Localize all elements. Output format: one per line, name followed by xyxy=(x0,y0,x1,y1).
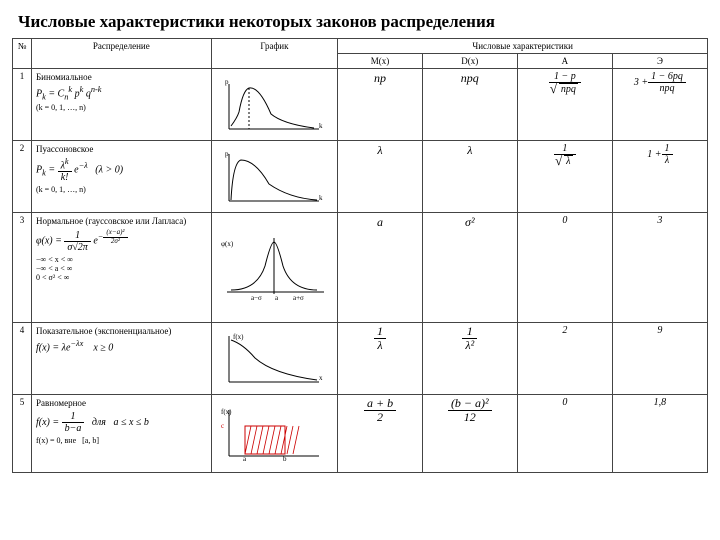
e-cell: 1,8 xyxy=(612,395,707,473)
graph-cell: kp xyxy=(211,69,338,141)
dx-cell: λ xyxy=(422,141,517,213)
col-chars: Числовые характеристики xyxy=(338,39,708,54)
e-cell: 3 + 1 − 6pqnpq xyxy=(612,69,707,141)
table-row: 1 Биномиальное Pk = Cnk pk qn-k (k = 0, … xyxy=(13,69,708,141)
svg-text:c: c xyxy=(221,422,224,430)
svg-text:a: a xyxy=(275,294,279,302)
distribution-cell: Равномерное f(x) = 1b−a для a ≤ x ≤ b f(… xyxy=(32,395,212,473)
graph-cell: φ(x) a a−σ a+σ xyxy=(211,213,338,323)
dx-cell: 1λ² xyxy=(422,323,517,395)
table-row: 5 Равномерное f(x) = 1b−a для a ≤ x ≤ b … xyxy=(13,395,708,473)
graph-normal: φ(x) a a−σ a+σ xyxy=(215,215,335,319)
svg-text:f(x): f(x) xyxy=(221,408,232,416)
col-dist: Распределение xyxy=(32,39,212,69)
svg-text:x: x xyxy=(319,374,323,382)
row-num: 2 xyxy=(13,141,32,213)
formula: f(x) = 1b−a для a ≤ x ≤ b xyxy=(36,411,207,434)
svg-text:k: k xyxy=(319,122,323,130)
distribution-cell: Биномиальное Pk = Cnk pk qn-k (k = 0, 1,… xyxy=(32,69,212,141)
formula-conditions: −∞ < x < ∞−∞ < a < ∞0 < σ² < ∞ xyxy=(36,255,207,282)
col-e: Э xyxy=(612,54,707,69)
mx-cell: np xyxy=(338,69,422,141)
svg-text:p: p xyxy=(225,150,229,158)
dx-cell: σ² xyxy=(422,213,517,323)
dx-cell: (b − a)²12 xyxy=(422,395,517,473)
col-mx: M(x) xyxy=(338,54,422,69)
row-num: 4 xyxy=(13,323,32,395)
graph-cell: f(x) x xyxy=(211,323,338,395)
graph-uniform: abf(x)c xyxy=(215,397,335,469)
svg-text:φ(x): φ(x) xyxy=(221,240,234,248)
e-cell: 1 + 1λ xyxy=(612,141,707,213)
a-cell: 0 xyxy=(517,213,612,323)
page-title: Числовые характеристики некоторых законо… xyxy=(18,12,708,32)
svg-text:p: p xyxy=(225,78,229,86)
distribution-name: Пуассоновское xyxy=(36,144,207,154)
e-cell: 3 xyxy=(612,213,707,323)
distribution-cell: Показательное (экспоненциальное) f(x) = … xyxy=(32,323,212,395)
formula-conditions: (k = 0, 1, …, n) xyxy=(36,185,207,194)
a-cell: 1λ xyxy=(517,141,612,213)
col-a: A xyxy=(517,54,612,69)
svg-text:b: b xyxy=(283,455,287,463)
row-num: 5 xyxy=(13,395,32,473)
graph-cell: abf(x)c xyxy=(211,395,338,473)
col-graph: График xyxy=(211,39,338,69)
distribution-name: Биномиальное xyxy=(36,72,207,82)
svg-text:a−σ: a−σ xyxy=(251,294,262,302)
formula-conditions: f(x) = 0, вне [a, b] xyxy=(36,436,207,445)
distribution-cell: Пуассоновское Pk = λkk! e−λ (λ > 0) (k =… xyxy=(32,141,212,213)
formula-conditions: (k = 0, 1, …, n) xyxy=(36,103,207,112)
distribution-name: Нормальное (гауссовское или Лапласа) xyxy=(36,216,207,226)
mx-cell: a + b2 xyxy=(338,395,422,473)
svg-text:f(x): f(x) xyxy=(233,333,244,341)
row-num: 1 xyxy=(13,69,32,141)
distribution-name: Показательное (экспоненциальное) xyxy=(36,326,207,336)
table-row: 2 Пуассоновское Pk = λkk! e−λ (λ > 0) (k… xyxy=(13,141,708,213)
graph-binom: kp xyxy=(215,71,335,137)
graph-poisson: kp xyxy=(215,143,335,209)
mx-cell: 1λ xyxy=(338,323,422,395)
e-cell: 9 xyxy=(612,323,707,395)
mx-cell: λ xyxy=(338,141,422,213)
mx-cell: a xyxy=(338,213,422,323)
formula: Pk = Cnk pk qn-k xyxy=(36,85,207,101)
table-row: 3 Нормальное (гауссовское или Лапласа) φ… xyxy=(13,213,708,323)
distributions-table: № Распределение График Числовые характер… xyxy=(12,38,708,473)
a-cell: 1 − pnpq xyxy=(517,69,612,141)
svg-text:k: k xyxy=(319,194,323,202)
formula: φ(x) = 1σ√2π e−(x−a)²2σ² xyxy=(36,229,207,253)
formula: Pk = λkk! e−λ (λ > 0) xyxy=(36,157,207,183)
formula: f(x) = λe−λx x ≥ 0 xyxy=(36,339,207,353)
row-num: 3 xyxy=(13,213,32,323)
a-cell: 2 xyxy=(517,323,612,395)
dx-cell: npq xyxy=(422,69,517,141)
graph-expo: f(x) x xyxy=(215,325,335,391)
svg-text:a+σ: a+σ xyxy=(293,294,304,302)
table-row: 4 Показательное (экспоненциальное) f(x) … xyxy=(13,323,708,395)
distribution-cell: Нормальное (гауссовское или Лапласа) φ(x… xyxy=(32,213,212,323)
a-cell: 0 xyxy=(517,395,612,473)
col-dx: D(x) xyxy=(422,54,517,69)
distribution-name: Равномерное xyxy=(36,398,207,408)
col-num: № xyxy=(13,39,32,69)
graph-cell: kp xyxy=(211,141,338,213)
